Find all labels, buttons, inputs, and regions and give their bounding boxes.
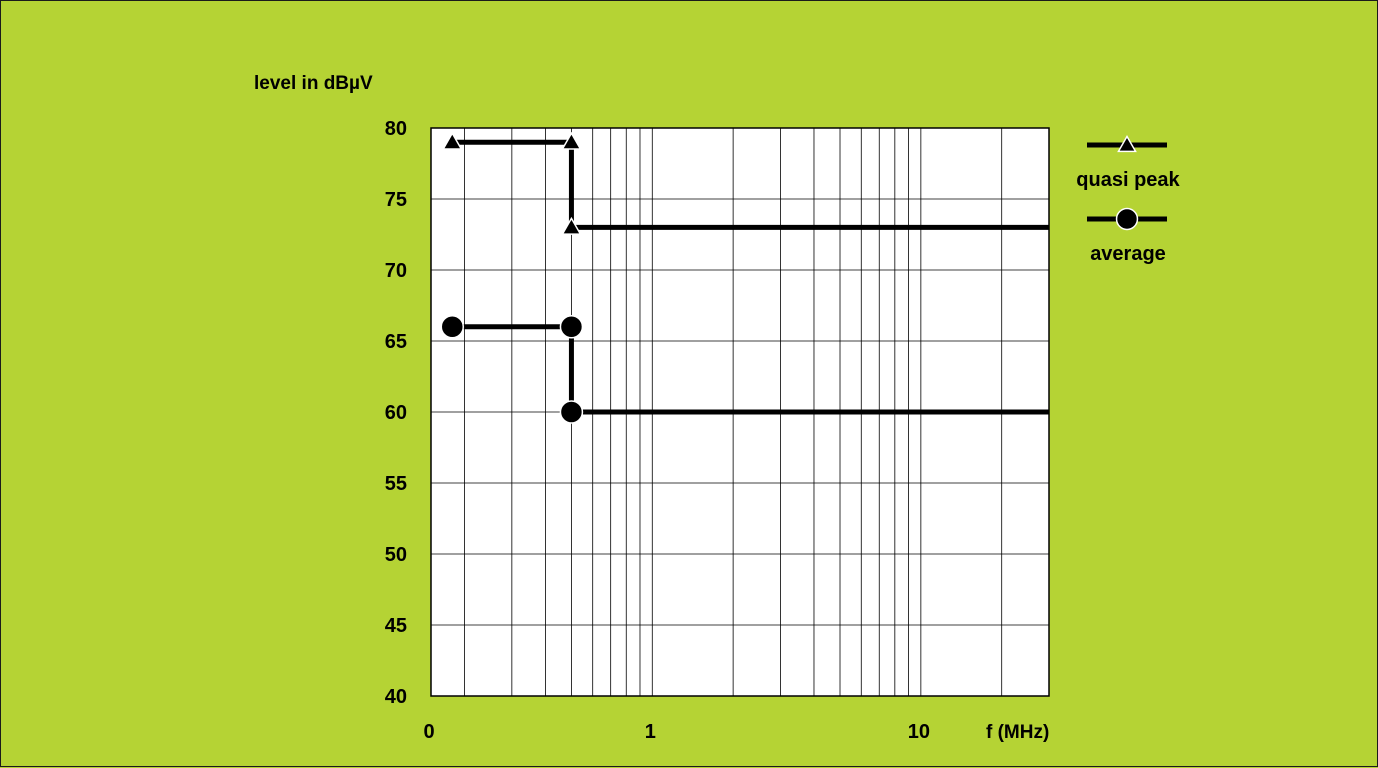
series-quasi-peak xyxy=(441,131,1049,235)
y-tick-label: 65 xyxy=(385,331,407,353)
legend-triangle-marker xyxy=(1117,134,1137,153)
y-axis-label: level in dBµV xyxy=(254,73,373,94)
x-tick-label: 1 xyxy=(645,721,656,743)
y-tick-label: 50 xyxy=(385,544,407,566)
circle-marker xyxy=(559,315,584,339)
series-line xyxy=(452,324,1049,415)
legend-label: quasi peak xyxy=(1076,169,1180,191)
series-line xyxy=(452,139,1049,230)
series-layer xyxy=(440,131,1049,424)
y-tick-label: 70 xyxy=(385,260,407,282)
legend-item: quasi peak xyxy=(1076,134,1181,191)
y-tick-label: 60 xyxy=(385,402,407,424)
x-axis-label: f (MHz) xyxy=(986,722,1049,743)
y-tick-labels: 40 45 50 55 60 65 70 75 80 xyxy=(385,118,407,708)
legend-label: average xyxy=(1090,243,1166,265)
legend-circle-marker xyxy=(1115,207,1139,231)
y-tick-label: 55 xyxy=(385,473,407,495)
y-tick-label: 75 xyxy=(385,189,407,211)
x-tick-label: 0 xyxy=(423,721,434,743)
triangle-marker xyxy=(441,131,463,150)
series-average xyxy=(440,315,1049,424)
y-tick-label: 80 xyxy=(385,118,407,140)
y-tick-label: 40 xyxy=(385,686,407,708)
legend-item: average xyxy=(1087,207,1167,265)
circle-marker xyxy=(440,315,465,339)
triangle-marker xyxy=(561,131,582,150)
triangle-marker xyxy=(561,216,582,235)
legend: quasi peak average xyxy=(1076,134,1181,265)
x-tick-label: 10 xyxy=(908,721,930,743)
y-tick-label: 45 xyxy=(385,615,407,637)
circle-marker xyxy=(559,400,584,424)
x-tick-labels: 0 1 10 xyxy=(423,721,930,743)
